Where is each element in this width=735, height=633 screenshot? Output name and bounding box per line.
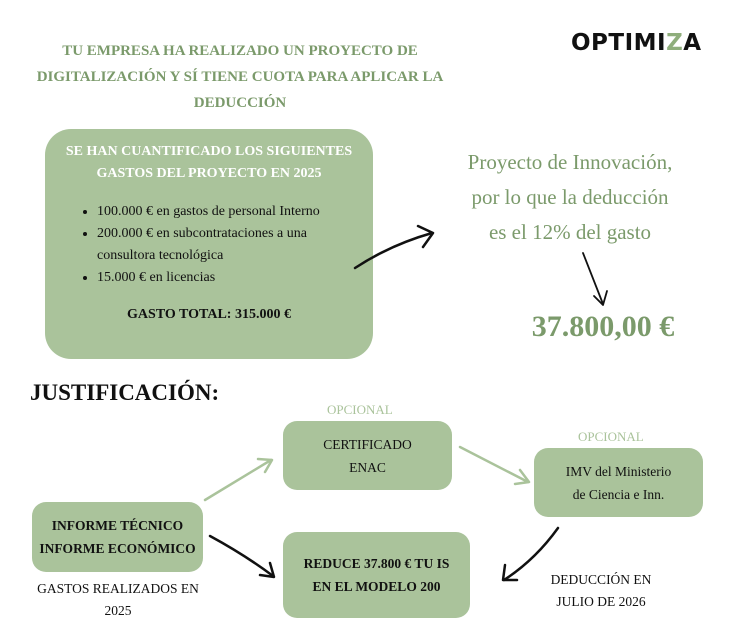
note-line: 2025 <box>104 603 132 618</box>
innovation-line: por lo que la deducción <box>471 185 669 209</box>
box-text: REDUCE 37.800 € TU IS <box>303 556 450 571</box>
justification-heading: JUSTIFICACIÓN: <box>30 380 220 405</box>
page-title: TU EMPRESA HA REALIZADO UN PROYECTO DE D… <box>20 38 460 116</box>
box-text: INFORME ECONÓMICO <box>39 541 196 556</box>
box-text: INFORME TÉCNICO <box>51 518 184 533</box>
arrow-imv-to-reduce <box>501 526 560 582</box>
note-line: GASTOS REALIZADOS EN <box>37 581 199 596</box>
reports-box: INFORME TÉCNICO INFORME ECONÓMICO <box>32 502 203 572</box>
deduction-amount: 37.800,00 € <box>531 310 675 343</box>
imv-box: IMV del Ministerio de Ciencia e Inn. <box>534 448 703 517</box>
innovation-line: Proyecto de Innovación, <box>467 150 673 174</box>
expenses-heading: SE HAN CUANTIFICADO LOS SIGUIENTES GASTOS… <box>65 144 353 181</box>
logo-text: A <box>683 30 702 56</box>
arrow-to-innovation <box>353 224 435 270</box>
note-line: DEDUCCIÓN EN <box>550 572 652 587</box>
arrow-to-reduce <box>208 534 276 579</box>
box-text: ENAC <box>349 459 386 475</box>
arrow-to-amount <box>582 252 608 306</box>
expense-item: 100.000 € en gastos de personal Interno <box>97 201 353 223</box>
certificate-box: CERTIFICADO ENAC <box>283 421 452 490</box>
arrow-to-certificate <box>203 457 274 502</box>
expenses-total: GASTO TOTAL: 315.000 € <box>127 307 291 322</box>
box-text: EN EL MODELO 200 <box>312 579 441 594</box>
title-line: DIGITALIZACIÓN Y SÍ TIENE CUOTA PARA APL… <box>36 69 444 85</box>
logo-text: Z <box>666 30 684 56</box>
optional-label: OPCIONAL <box>578 429 644 444</box>
expense-item: 200.000 € en subcontrataciones a una con… <box>97 223 353 267</box>
title-line: TU EMPRESA HA REALIZADO UN PROYECTO DE <box>62 43 418 59</box>
optimiza-logo: OPTIMIZA <box>571 30 702 56</box>
expenses-box: SE HAN CUANTIFICADO LOS SIGUIENTES GASTOS… <box>45 129 373 359</box>
innovation-text: Proyecto de Innovación, por lo que la de… <box>430 145 710 250</box>
note-line: JULIO DE 2026 <box>556 594 646 609</box>
logo-text: OPTIMI <box>571 30 667 56</box>
box-text: de Ciencia e Inn. <box>572 486 665 502</box>
box-text: CERTIFICADO <box>323 436 412 452</box>
expenses-list: 100.000 € en gastos de personal Interno … <box>45 201 373 289</box>
arrow-to-imv <box>458 445 531 486</box>
innovation-line: es el 12% del gasto <box>488 220 652 244</box>
optional-label: OPCIONAL <box>327 402 393 417</box>
deduction-note: DEDUCCIÓN EN JULIO DE 2026 <box>511 569 691 613</box>
expense-item: 15.000 € en licencias <box>97 267 353 289</box>
title-line: DEDUCCIÓN <box>193 95 287 111</box>
reduce-box: REDUCE 37.800 € TU IS EN EL MODELO 200 <box>283 532 470 618</box>
box-text: IMV del Ministerio <box>565 463 672 479</box>
expenses-note: GASTOS REALIZADOS EN 2025 <box>18 578 218 622</box>
